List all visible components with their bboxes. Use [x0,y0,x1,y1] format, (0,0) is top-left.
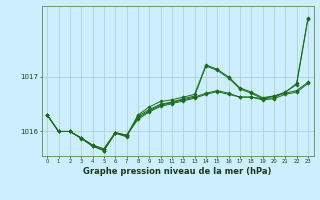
X-axis label: Graphe pression niveau de la mer (hPa): Graphe pression niveau de la mer (hPa) [84,167,272,176]
